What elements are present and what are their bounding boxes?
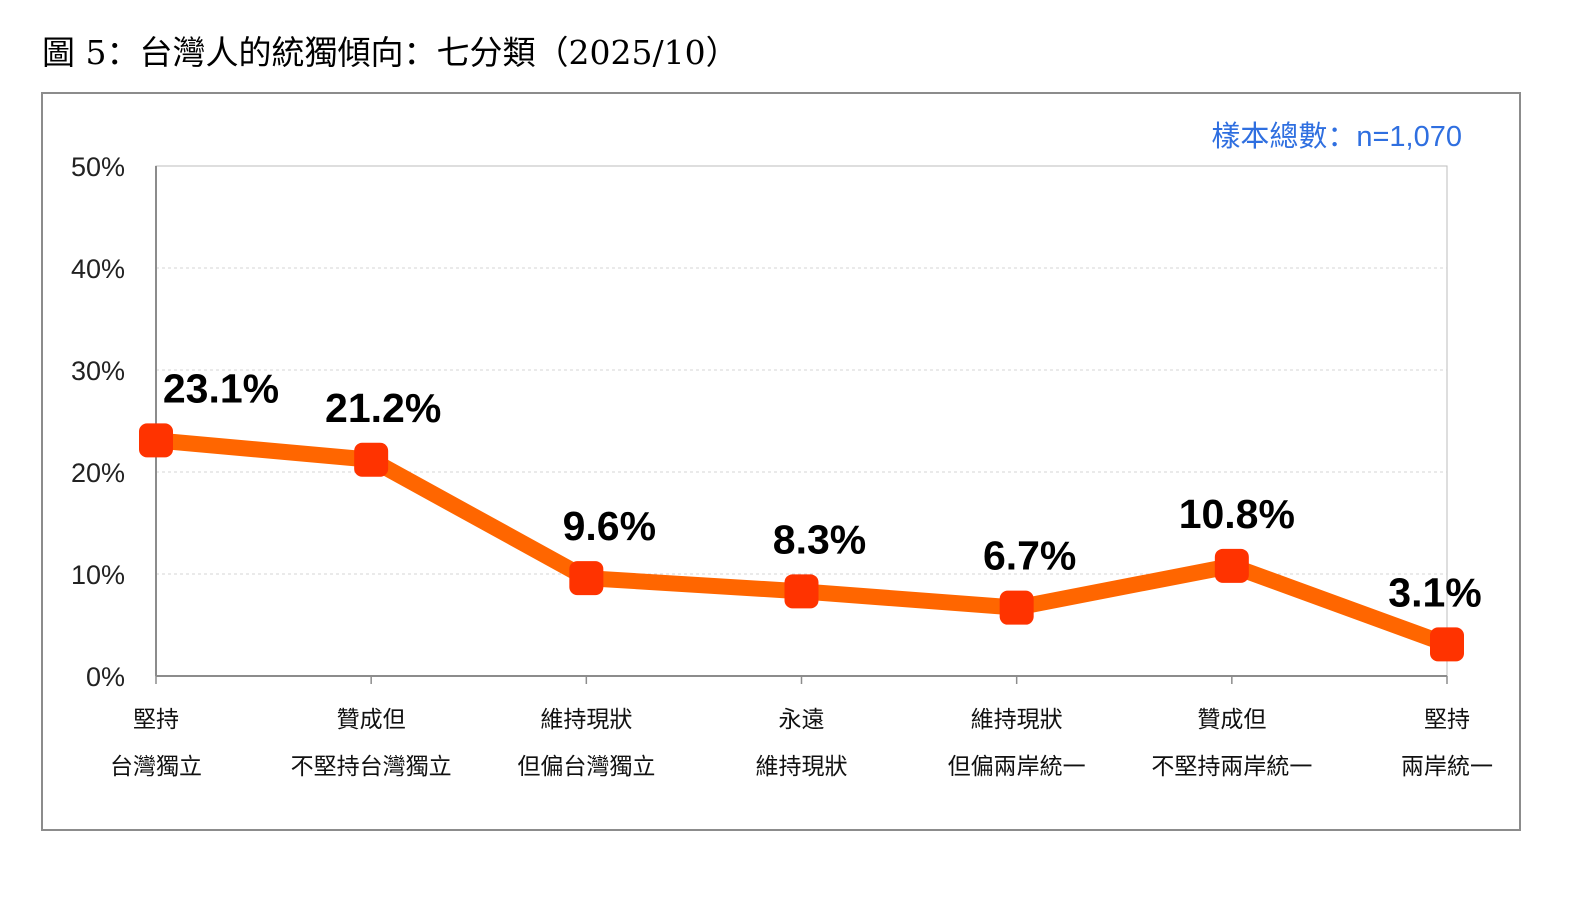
- data-label: 8.3%: [773, 516, 866, 562]
- data-point-marker: [139, 423, 173, 458]
- y-tick-label: 30%: [71, 356, 125, 386]
- x-tick-label: 不堅持台灣獨立: [291, 753, 452, 779]
- x-tick-label: 維持現狀: [971, 706, 1063, 732]
- y-tick-label: 0%: [86, 662, 125, 692]
- x-tick-label: 但偏兩岸統一: [948, 753, 1086, 779]
- x-tick-label: 維持現狀: [540, 706, 632, 732]
- data-label: 3.1%: [1388, 569, 1481, 615]
- data-label: 23.1%: [163, 365, 279, 411]
- data-label: 6.7%: [983, 533, 1076, 579]
- data-point-marker: [999, 590, 1034, 625]
- y-tick-label: 40%: [71, 254, 125, 284]
- x-tick-label: 但偏台灣獨立: [517, 753, 655, 779]
- x-tick-label: 堅持: [1424, 706, 1470, 732]
- x-tick-label: 贊成但: [1197, 706, 1266, 732]
- y-tick-label: 10%: [71, 560, 125, 590]
- x-tick-label: 台灣獨立: [110, 753, 202, 779]
- data-point-marker: [1430, 627, 1464, 662]
- x-tick-label: 兩岸統一: [1401, 753, 1493, 779]
- x-tick-label: 不堅持兩岸統一: [1151, 753, 1312, 779]
- x-tick-label: 維持現狀: [756, 753, 848, 779]
- data-label: 9.6%: [563, 503, 656, 549]
- data-label: 21.2%: [325, 385, 441, 431]
- data-point-marker: [354, 442, 389, 477]
- data-point-marker: [784, 574, 819, 609]
- x-tick-label: 永遠: [779, 706, 825, 732]
- chart-frame: [41, 92, 1521, 831]
- y-tick-label: 20%: [71, 458, 125, 488]
- data-point-marker: [1214, 548, 1249, 583]
- data-label: 10.8%: [1179, 491, 1295, 537]
- y-tick-label: 50%: [71, 152, 125, 182]
- x-tick-label: 贊成但: [337, 706, 406, 732]
- data-point-marker: [569, 561, 604, 596]
- chart-title: 圖 5：台灣人的統獨傾向：七分類（2025/10）: [42, 33, 739, 72]
- sample-size-note: 樣本總數：n=1,070: [1211, 121, 1462, 153]
- x-tick-label: 堅持: [133, 706, 179, 732]
